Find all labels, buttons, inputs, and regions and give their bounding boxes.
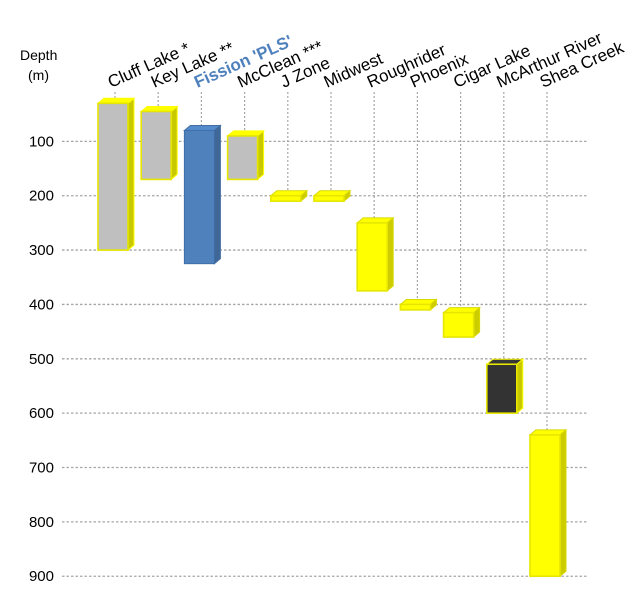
bar — [96, 97, 136, 252]
bar-side — [516, 358, 524, 415]
y-tick-label: 100 — [29, 133, 54, 150]
y-tick-labels: 100 200 300 400 500 600 700 800 900 — [29, 133, 54, 585]
bar-side — [127, 97, 135, 252]
bar-front — [442, 311, 475, 338]
bar — [355, 216, 395, 292]
y-tick-label: 900 — [29, 568, 54, 585]
bar-side — [386, 216, 394, 292]
y-tick-label: 600 — [29, 405, 54, 422]
y-tick-label: 800 — [29, 514, 54, 531]
bar — [528, 428, 568, 578]
bar-front — [183, 129, 215, 265]
y-axis-unit: (m) — [28, 67, 49, 83]
bar-front — [97, 102, 129, 251]
bar — [183, 124, 222, 265]
leader-lines — [114, 92, 548, 430]
bar — [226, 129, 265, 181]
bar-front — [529, 434, 561, 578]
bar-side — [473, 306, 481, 339]
bar-front — [140, 110, 172, 181]
bar-front — [269, 194, 302, 202]
y-tick-label: 700 — [29, 460, 54, 477]
bar — [485, 358, 525, 415]
bar-front — [399, 303, 432, 311]
bar — [269, 189, 309, 203]
gridlines — [62, 140, 588, 577]
bar-front — [313, 194, 345, 202]
y-tick-label: 500 — [29, 351, 54, 368]
category-labels: Cluff Lake *Key Lake **Fission 'PLS'McCl… — [105, 28, 627, 92]
y-tick-label: 400 — [29, 296, 54, 313]
y-tick-label: 300 — [29, 242, 54, 259]
bar-side — [213, 124, 221, 265]
bar-side — [170, 105, 178, 181]
bar-side — [559, 428, 567, 578]
bar — [312, 189, 352, 203]
bars — [96, 97, 568, 578]
bar — [442, 306, 481, 339]
bar-front — [226, 135, 259, 181]
bar-front — [356, 222, 389, 292]
bar — [139, 105, 179, 181]
bar — [399, 298, 438, 311]
bar-front — [485, 363, 518, 414]
y-axis-label: Depth — [20, 47, 57, 63]
y-tick-label: 200 — [29, 188, 54, 205]
bar-side — [257, 129, 265, 181]
